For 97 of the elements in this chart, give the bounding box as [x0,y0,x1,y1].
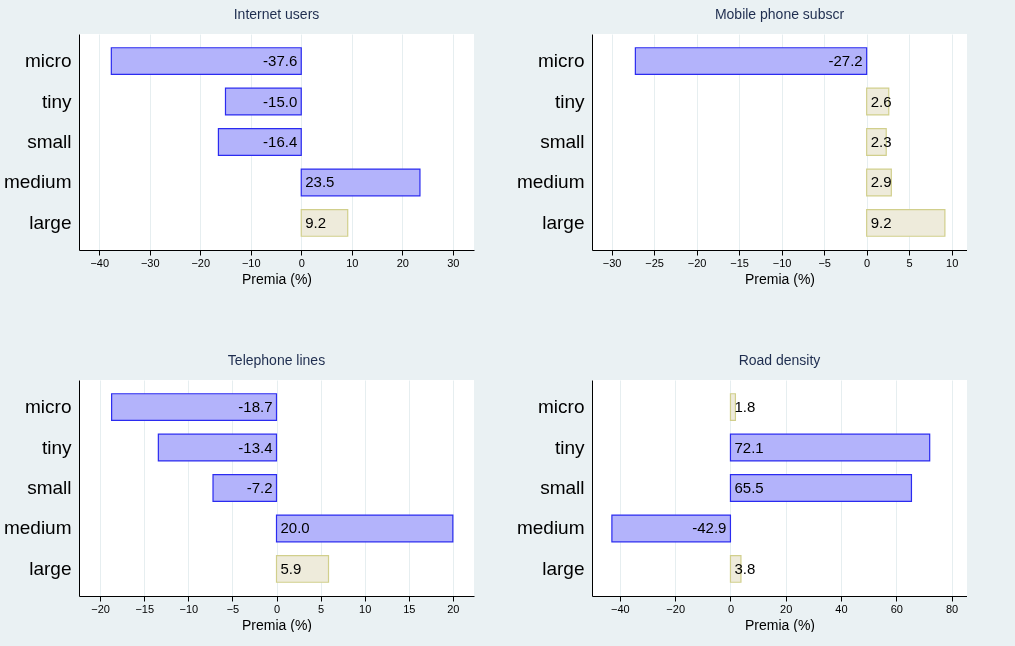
bar [275,514,454,543]
x-tick-label: 10 [946,256,959,269]
x-tick-label: 0 [298,256,305,269]
x-tick-label: −5 [818,256,831,269]
x-tick-label: 20 [447,602,460,615]
bar [157,433,278,462]
chart-title: Road density [738,352,821,368]
data-label: 9.2 [870,213,892,231]
x-tick-label: −15 [135,602,155,615]
y-tick-label: small [540,477,585,498]
data-label: 3.8 [734,559,756,577]
data-label: 1.8 [734,398,756,416]
data-label: 23.5 [305,173,335,191]
x-tick-label: −20 [687,256,707,269]
bar [275,554,330,583]
x-tick-label: −5 [226,602,240,615]
x-axis-title: Premia (%) [241,270,313,287]
y-tick-label: tiny [41,436,72,458]
y-tick-label: medium [3,171,72,193]
data-label: 20.0 [280,519,310,537]
data-label: 5.9 [280,559,302,577]
x-tick-label: 80 [945,602,959,615]
x-tick-label: 10 [346,256,359,269]
data-label: -27.2 [828,52,863,70]
chart-title: Internet users [233,6,320,22]
bar [300,208,349,237]
bar [300,168,421,197]
x-tick-label: −10 [179,602,199,615]
y-tick-label: micro [25,396,72,418]
y-tick-label: tiny [554,436,585,458]
bar [729,433,931,462]
x-axis-title: Premia (%) [744,616,816,633]
x-tick-label: 40 [835,602,848,615]
data-label: 2.6 [870,92,892,110]
y-tick-label: tiny [41,90,72,112]
data-label: -7.2 [246,479,273,496]
data-label: 2.9 [870,173,892,191]
x-tick-label: 0 [864,256,871,269]
bar [729,393,737,422]
y-tick-label: medium [3,517,72,539]
x-tick-label: −30 [140,256,160,269]
y-tick-label: small [540,131,585,152]
y-tick-label: small [27,477,72,498]
data-label: -42.9 [692,519,727,537]
data-label: -37.6 [263,52,298,70]
data-label: 72.1 [734,438,764,456]
data-label: 2.3 [870,133,892,150]
y-tick-label: small [27,131,72,152]
y-tick-label: large [29,211,72,233]
bar [212,474,278,502]
data-label: -15.0 [263,92,298,110]
x-tick-label: 60 [890,602,903,615]
x-tick-label: −10 [772,256,792,269]
x-axis-title: Premia (%) [241,616,313,633]
x-tick-label: 10 [359,602,372,615]
data-label: -16.4 [263,133,298,150]
x-tick-label: 20 [396,256,409,269]
data-label: 65.5 [734,479,764,496]
bar [224,87,302,116]
x-tick-label: 0 [727,602,735,615]
y-tick-label: large [29,557,72,579]
y-tick-label: medium [516,171,585,193]
bar [111,393,278,422]
x-tick-label: −40 [90,256,110,269]
x-tick-label: −20 [191,256,211,269]
x-tick-label: −20 [91,602,110,615]
y-tick-label: micro [25,50,72,72]
x-tick-label: −40 [611,602,630,615]
bar [634,47,868,76]
bar [866,208,946,237]
x-tick-label: −25 [645,256,664,269]
x-tick-label: −30 [602,256,622,269]
x-tick-label: 20 [780,602,793,615]
x-tick-label: −10 [241,256,261,269]
x-tick-label: 0 [273,602,281,615]
x-axis-title: Premia (%) [744,270,816,287]
data-label: -13.4 [238,438,273,456]
chart-title: Mobile phone subscr [714,6,845,22]
y-tick-label: micro [538,50,585,72]
bar [217,128,302,156]
data-label: -18.7 [238,398,273,416]
y-tick-label: large [542,557,585,579]
y-tick-label: tiny [554,90,585,112]
x-tick-label: −20 [666,602,686,615]
x-tick-label: 15 [403,602,416,615]
y-tick-label: medium [516,517,585,539]
x-tick-label: 5 [318,602,325,615]
y-tick-label: micro [538,396,585,418]
x-tick-label: 5 [906,256,913,269]
bar [110,47,302,76]
bar [611,514,732,543]
x-tick-label: 30 [447,256,460,269]
bar [729,474,913,502]
data-label: 9.2 [305,213,327,231]
chart-title: Telephone lines [227,352,326,368]
y-tick-label: large [542,211,585,233]
x-tick-label: −15 [730,256,749,269]
